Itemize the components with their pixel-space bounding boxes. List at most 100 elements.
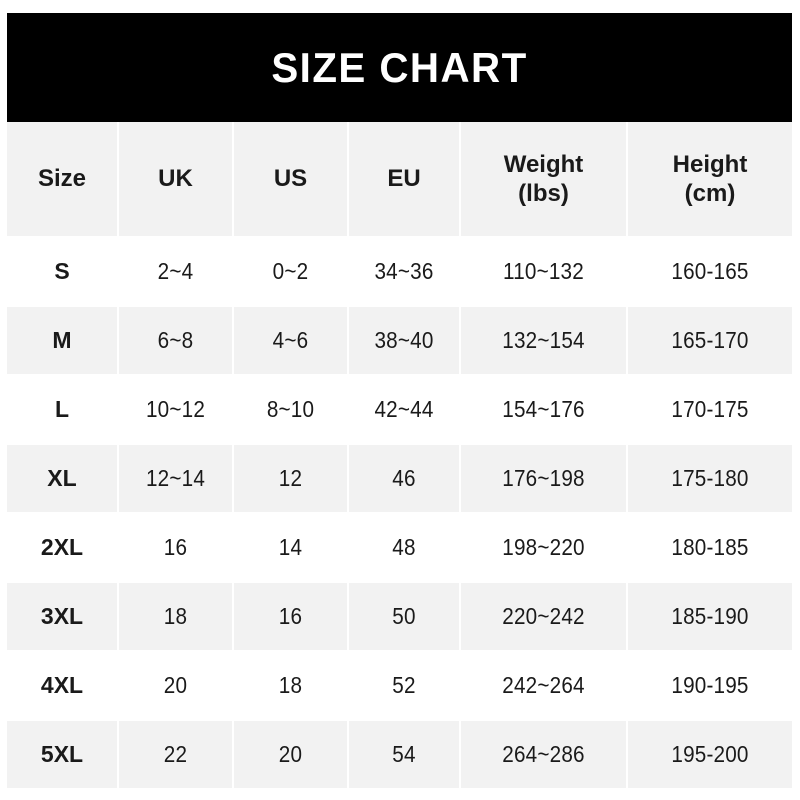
title-banner: SIZE CHART <box>7 13 792 122</box>
cell-eu: 42~44 <box>348 375 461 445</box>
cell-height: 170-175 <box>627 375 792 445</box>
cell-uk-value: 6~8 <box>157 327 194 353</box>
cell-size: 4XL <box>7 651 119 721</box>
cell-us: 0~2 <box>233 237 349 307</box>
cell-weight-value: 242~264 <box>502 672 585 698</box>
cell-size: M <box>7 306 119 376</box>
cell-weight: 264~286 <box>460 720 628 790</box>
cell-us: 8~10 <box>233 375 349 445</box>
cell-us-value: 14 <box>278 534 303 560</box>
cell-height: 195-200 <box>627 720 792 790</box>
cell-us-value: 16 <box>278 603 303 629</box>
cell-weight: 242~264 <box>460 651 628 721</box>
cell-uk: 16 <box>118 513 234 583</box>
cell-uk: 20 <box>118 651 234 721</box>
cell-us: 4~6 <box>233 306 349 376</box>
cell-height: 190-195 <box>627 651 792 721</box>
column-header-uk: UK <box>118 122 234 238</box>
cell-size-value: 5XL <box>40 741 84 767</box>
cell-us: 20 <box>233 720 349 790</box>
cell-height-value: 175-180 <box>671 465 749 491</box>
cell-eu: 50 <box>348 582 461 652</box>
cell-eu-value: 42~44 <box>374 396 434 422</box>
cell-uk: 22 <box>118 720 234 790</box>
column-header-eu: EU <box>348 122 461 238</box>
cell-size-value: XL <box>47 465 77 491</box>
cell-weight: 110~132 <box>460 237 628 307</box>
column-header-size: Size <box>7 122 119 238</box>
cell-us: 18 <box>233 651 349 721</box>
cell-height: 165-170 <box>627 306 792 376</box>
cell-uk-value: 16 <box>163 534 188 560</box>
cell-eu-value: 38~40 <box>374 327 434 353</box>
cell-eu: 52 <box>348 651 461 721</box>
cell-eu: 38~40 <box>348 306 461 376</box>
table-row: 5XL 22 20 54 264~286 195-200 <box>7 720 792 790</box>
table-row: XL 12~14 12 46 176~198 175-180 <box>7 444 792 514</box>
cell-size: S <box>7 237 119 307</box>
cell-eu: 34~36 <box>348 237 461 307</box>
cell-us-value: 8~10 <box>266 396 315 422</box>
table-body: S 2~4 0~2 34~36 110~132 160-165 M 6~8 4~6 38~40 13… <box>7 237 792 790</box>
cell-weight: 132~154 <box>460 306 628 376</box>
cell-height: 185-190 <box>627 582 792 652</box>
cell-height: 160-165 <box>627 237 792 307</box>
cell-height: 180-185 <box>627 513 792 583</box>
cell-size: XL <box>7 444 119 514</box>
cell-size: 2XL <box>7 513 119 583</box>
cell-weight-value: 264~286 <box>502 741 585 767</box>
column-header-weight: Weight (lbs) <box>460 122 628 238</box>
column-header-height: Height (cm) <box>627 122 792 238</box>
cell-weight-value: 198~220 <box>502 534 585 560</box>
cell-us: 16 <box>233 582 349 652</box>
size-chart-table: Size UK US EU Weight (lbs) Height (cm) <box>7 122 792 790</box>
cell-weight: 220~242 <box>460 582 628 652</box>
table-row: 4XL 20 18 52 242~264 190-195 <box>7 651 792 721</box>
cell-uk-value: 20 <box>163 672 188 698</box>
cell-us-value: 20 <box>278 741 303 767</box>
cell-size-value: S <box>54 258 70 284</box>
cell-height-value: 165-170 <box>671 327 749 353</box>
column-header-uk-label: UK <box>158 165 193 193</box>
cell-size-value: 2XL <box>40 534 84 560</box>
column-header-size-label: Size <box>37 165 87 193</box>
cell-height-value: 170-175 <box>671 396 749 422</box>
column-header-height-unit: (cm) <box>684 180 736 207</box>
cell-eu: 54 <box>348 720 461 790</box>
cell-us-value: 12 <box>278 465 303 491</box>
size-chart-container: SIZE CHART Size UK US EU <box>7 13 792 790</box>
column-header-us: US <box>233 122 349 238</box>
cell-uk-value: 12~14 <box>145 465 206 491</box>
cell-size: 5XL <box>7 720 119 790</box>
cell-height-value: 185-190 <box>671 603 749 629</box>
cell-uk: 12~14 <box>118 444 234 514</box>
cell-us-value: 4~6 <box>272 327 309 353</box>
cell-weight-value: 132~154 <box>502 327 585 353</box>
cell-us: 12 <box>233 444 349 514</box>
cell-weight: 176~198 <box>460 444 628 514</box>
cell-weight-value: 220~242 <box>502 603 585 629</box>
cell-weight-value: 176~198 <box>502 465 585 491</box>
page-title: SIZE CHART <box>271 43 528 91</box>
cell-size: 3XL <box>7 582 119 652</box>
column-header-height-label: Height <box>672 150 748 178</box>
cell-size-value: 3XL <box>40 603 84 629</box>
cell-size-value: 4XL <box>40 672 84 698</box>
cell-us-value: 0~2 <box>272 258 309 284</box>
cell-uk: 10~12 <box>118 375 234 445</box>
cell-eu-value: 52 <box>392 672 416 698</box>
cell-height-value: 160-165 <box>671 258 749 284</box>
cell-us-value: 18 <box>278 672 303 698</box>
cell-weight: 154~176 <box>460 375 628 445</box>
column-header-weight-unit: (lbs) <box>518 180 569 207</box>
cell-height-value: 190-195 <box>671 672 749 698</box>
cell-size-value: L <box>54 396 70 422</box>
cell-uk: 2~4 <box>118 237 234 307</box>
cell-height-value: 180-185 <box>671 534 749 560</box>
cell-size-value: M <box>52 327 72 353</box>
cell-weight: 198~220 <box>460 513 628 583</box>
cell-weight-value: 154~176 <box>502 396 585 422</box>
cell-uk: 6~8 <box>118 306 234 376</box>
cell-eu-value: 48 <box>392 534 416 560</box>
column-header-weight-label: Weight <box>503 150 584 178</box>
